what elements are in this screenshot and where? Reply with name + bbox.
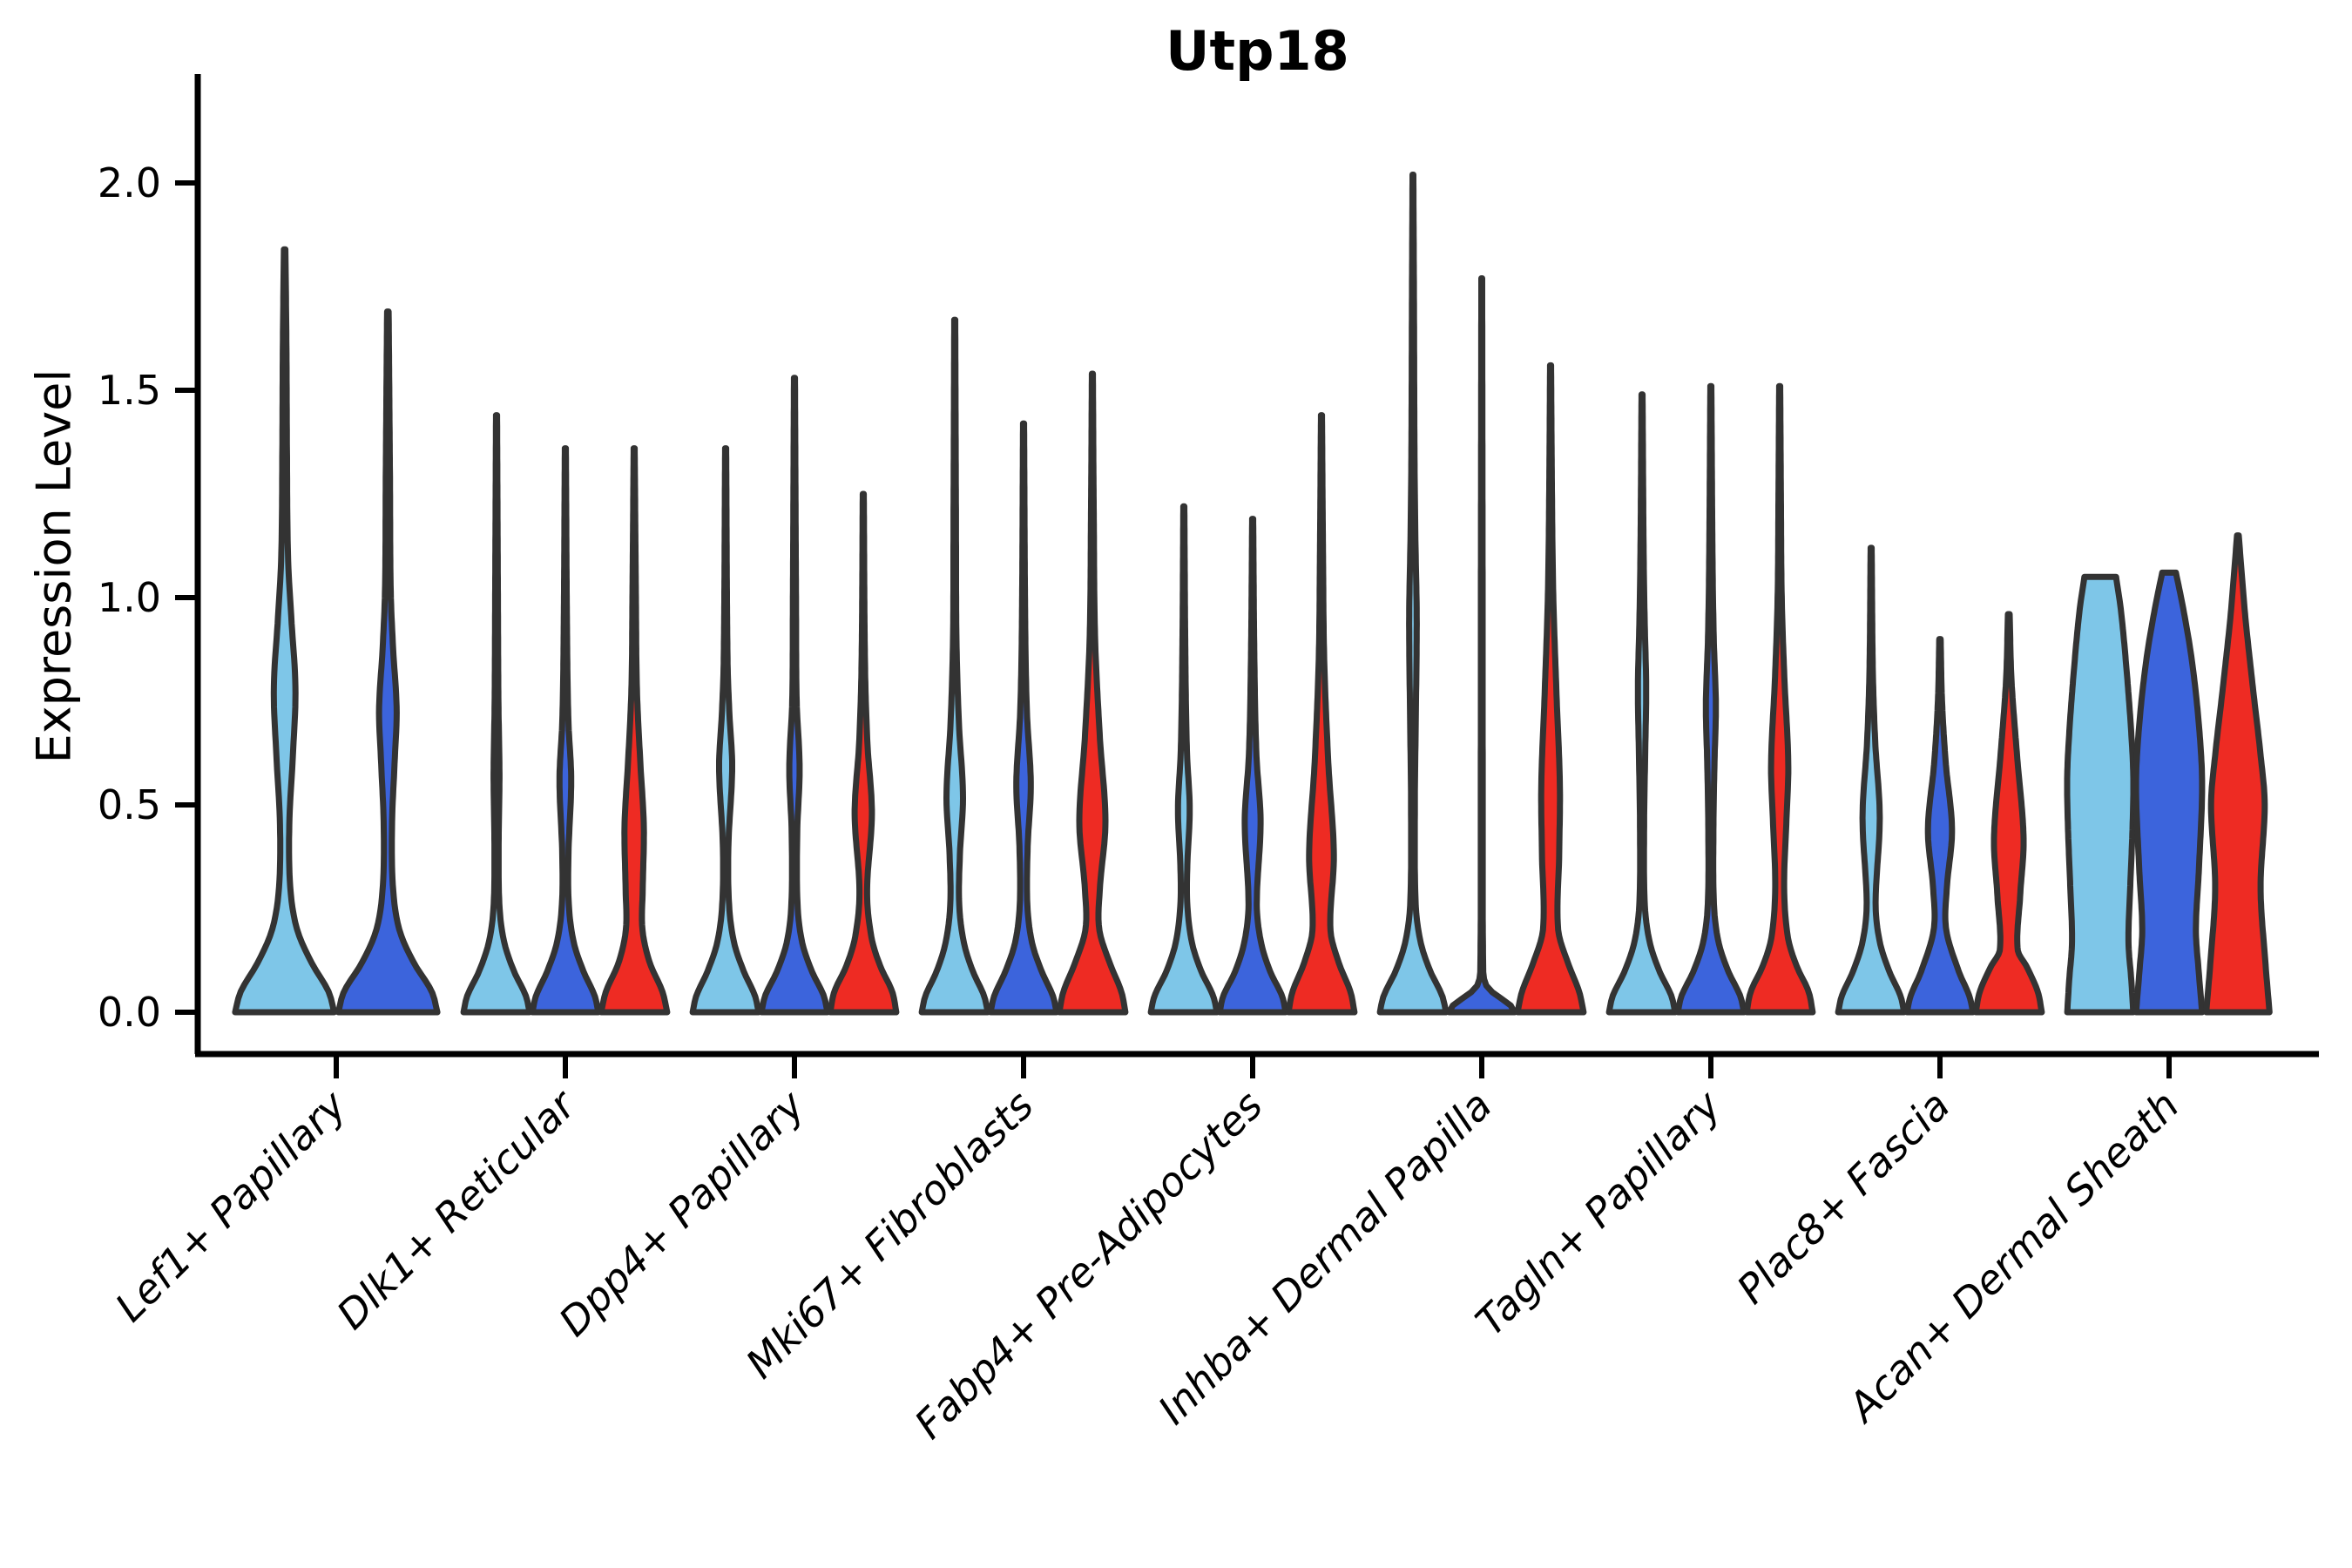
x-tick-label: Plac8+ Fascia (1727, 1082, 1958, 1313)
violin (1674, 382, 1747, 1016)
violin (1285, 412, 1358, 1016)
violin (2203, 532, 2273, 1016)
violin (1216, 516, 1289, 1016)
x-tick-label: Dpp4+ Papillary (550, 1081, 814, 1345)
violin (689, 445, 762, 1016)
violin (1605, 391, 1679, 1016)
violin (1056, 370, 1129, 1016)
x-tick-label: Tagln+ Papillary (1466, 1081, 1730, 1345)
violin (335, 308, 441, 1016)
violin (1743, 382, 1816, 1016)
violin (1835, 544, 1908, 1016)
violin (827, 490, 900, 1016)
violin (232, 246, 338, 1016)
y-tick-label: 0.5 (98, 781, 161, 828)
y-tick-label: 1.5 (98, 367, 161, 414)
violin (1972, 611, 2045, 1016)
violin (2064, 573, 2137, 1016)
y-tick-label: 0.0 (98, 989, 161, 1036)
violin (529, 445, 602, 1016)
violin (1446, 275, 1517, 1016)
y-tick-label: 1.0 (98, 574, 161, 621)
y-tick-label: 2.0 (98, 159, 161, 206)
violin (1376, 172, 1450, 1016)
y-axis-label: Expression Level (26, 368, 82, 764)
violin (987, 420, 1060, 1016)
violin (598, 445, 671, 1016)
violin (1147, 503, 1220, 1016)
violin (1903, 636, 1977, 1016)
violin (1514, 362, 1587, 1016)
violin (2132, 569, 2206, 1016)
chart-title: Utp18 (1166, 19, 1349, 83)
violin (918, 316, 991, 1016)
violin (460, 412, 533, 1016)
x-tick-label: Dlk1+ Reticular (328, 1079, 586, 1338)
violin (758, 375, 831, 1016)
x-tick-label: Lef1+ Papillary (106, 1081, 355, 1330)
